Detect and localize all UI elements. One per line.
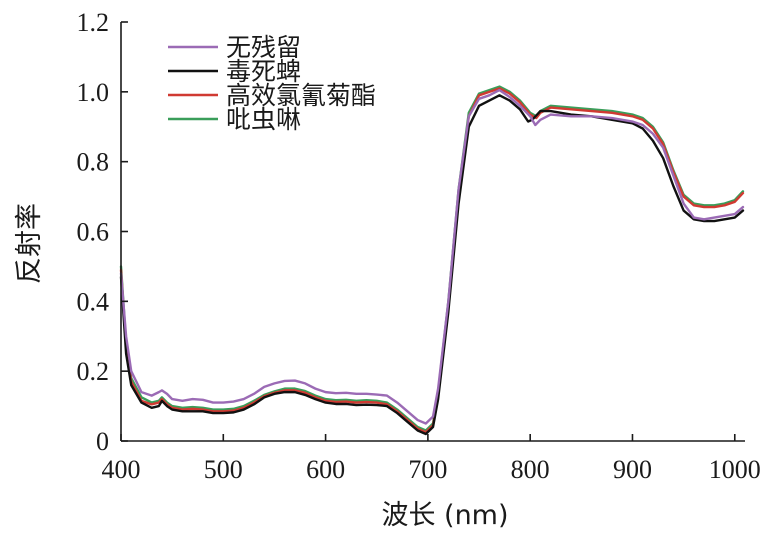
x-tick-label: 700 [408, 455, 447, 484]
series-line-0 [119, 88, 745, 425]
series-line-1 [119, 94, 745, 436]
x-axis-title: 波长 (nm) [381, 500, 508, 531]
x-tick-label: 500 [204, 455, 243, 484]
series-line-2 [119, 87, 745, 434]
y-tick-label: 0.8 [77, 148, 110, 177]
y-tick-label: 1.0 [77, 78, 110, 107]
y-tick-label: 0.6 [77, 218, 110, 247]
plot-lines [119, 85, 745, 436]
x-tick-label: 1000 [709, 455, 761, 484]
axes [120, 22, 745, 442]
y-tick-label: 0.2 [77, 357, 110, 386]
legend-label: 吡虫啉 [226, 105, 301, 134]
y-tick-label: 0.4 [77, 287, 110, 316]
series-line-3 [119, 85, 745, 432]
y-tick-label: 1.2 [77, 8, 110, 37]
x-tick-label: 400 [102, 455, 141, 484]
legend-label: 毒死蜱 [226, 57, 301, 86]
y-tick-label: 0 [96, 427, 109, 456]
y-axis-title: 反射率 [14, 203, 45, 284]
x-tick-label: 600 [306, 455, 345, 484]
x-tick-label: 800 [511, 455, 550, 484]
legend-label: 高效氯氰菊酯 [226, 81, 376, 110]
legend-label: 无残留 [226, 33, 301, 62]
y-ticks: 0 0.2 0.4 0.6 0.8 1.0 1.2 [77, 8, 128, 456]
x-ticks: 400 500 600 700 800 900 1000 [102, 434, 761, 484]
x-tick-label: 900 [613, 455, 652, 484]
